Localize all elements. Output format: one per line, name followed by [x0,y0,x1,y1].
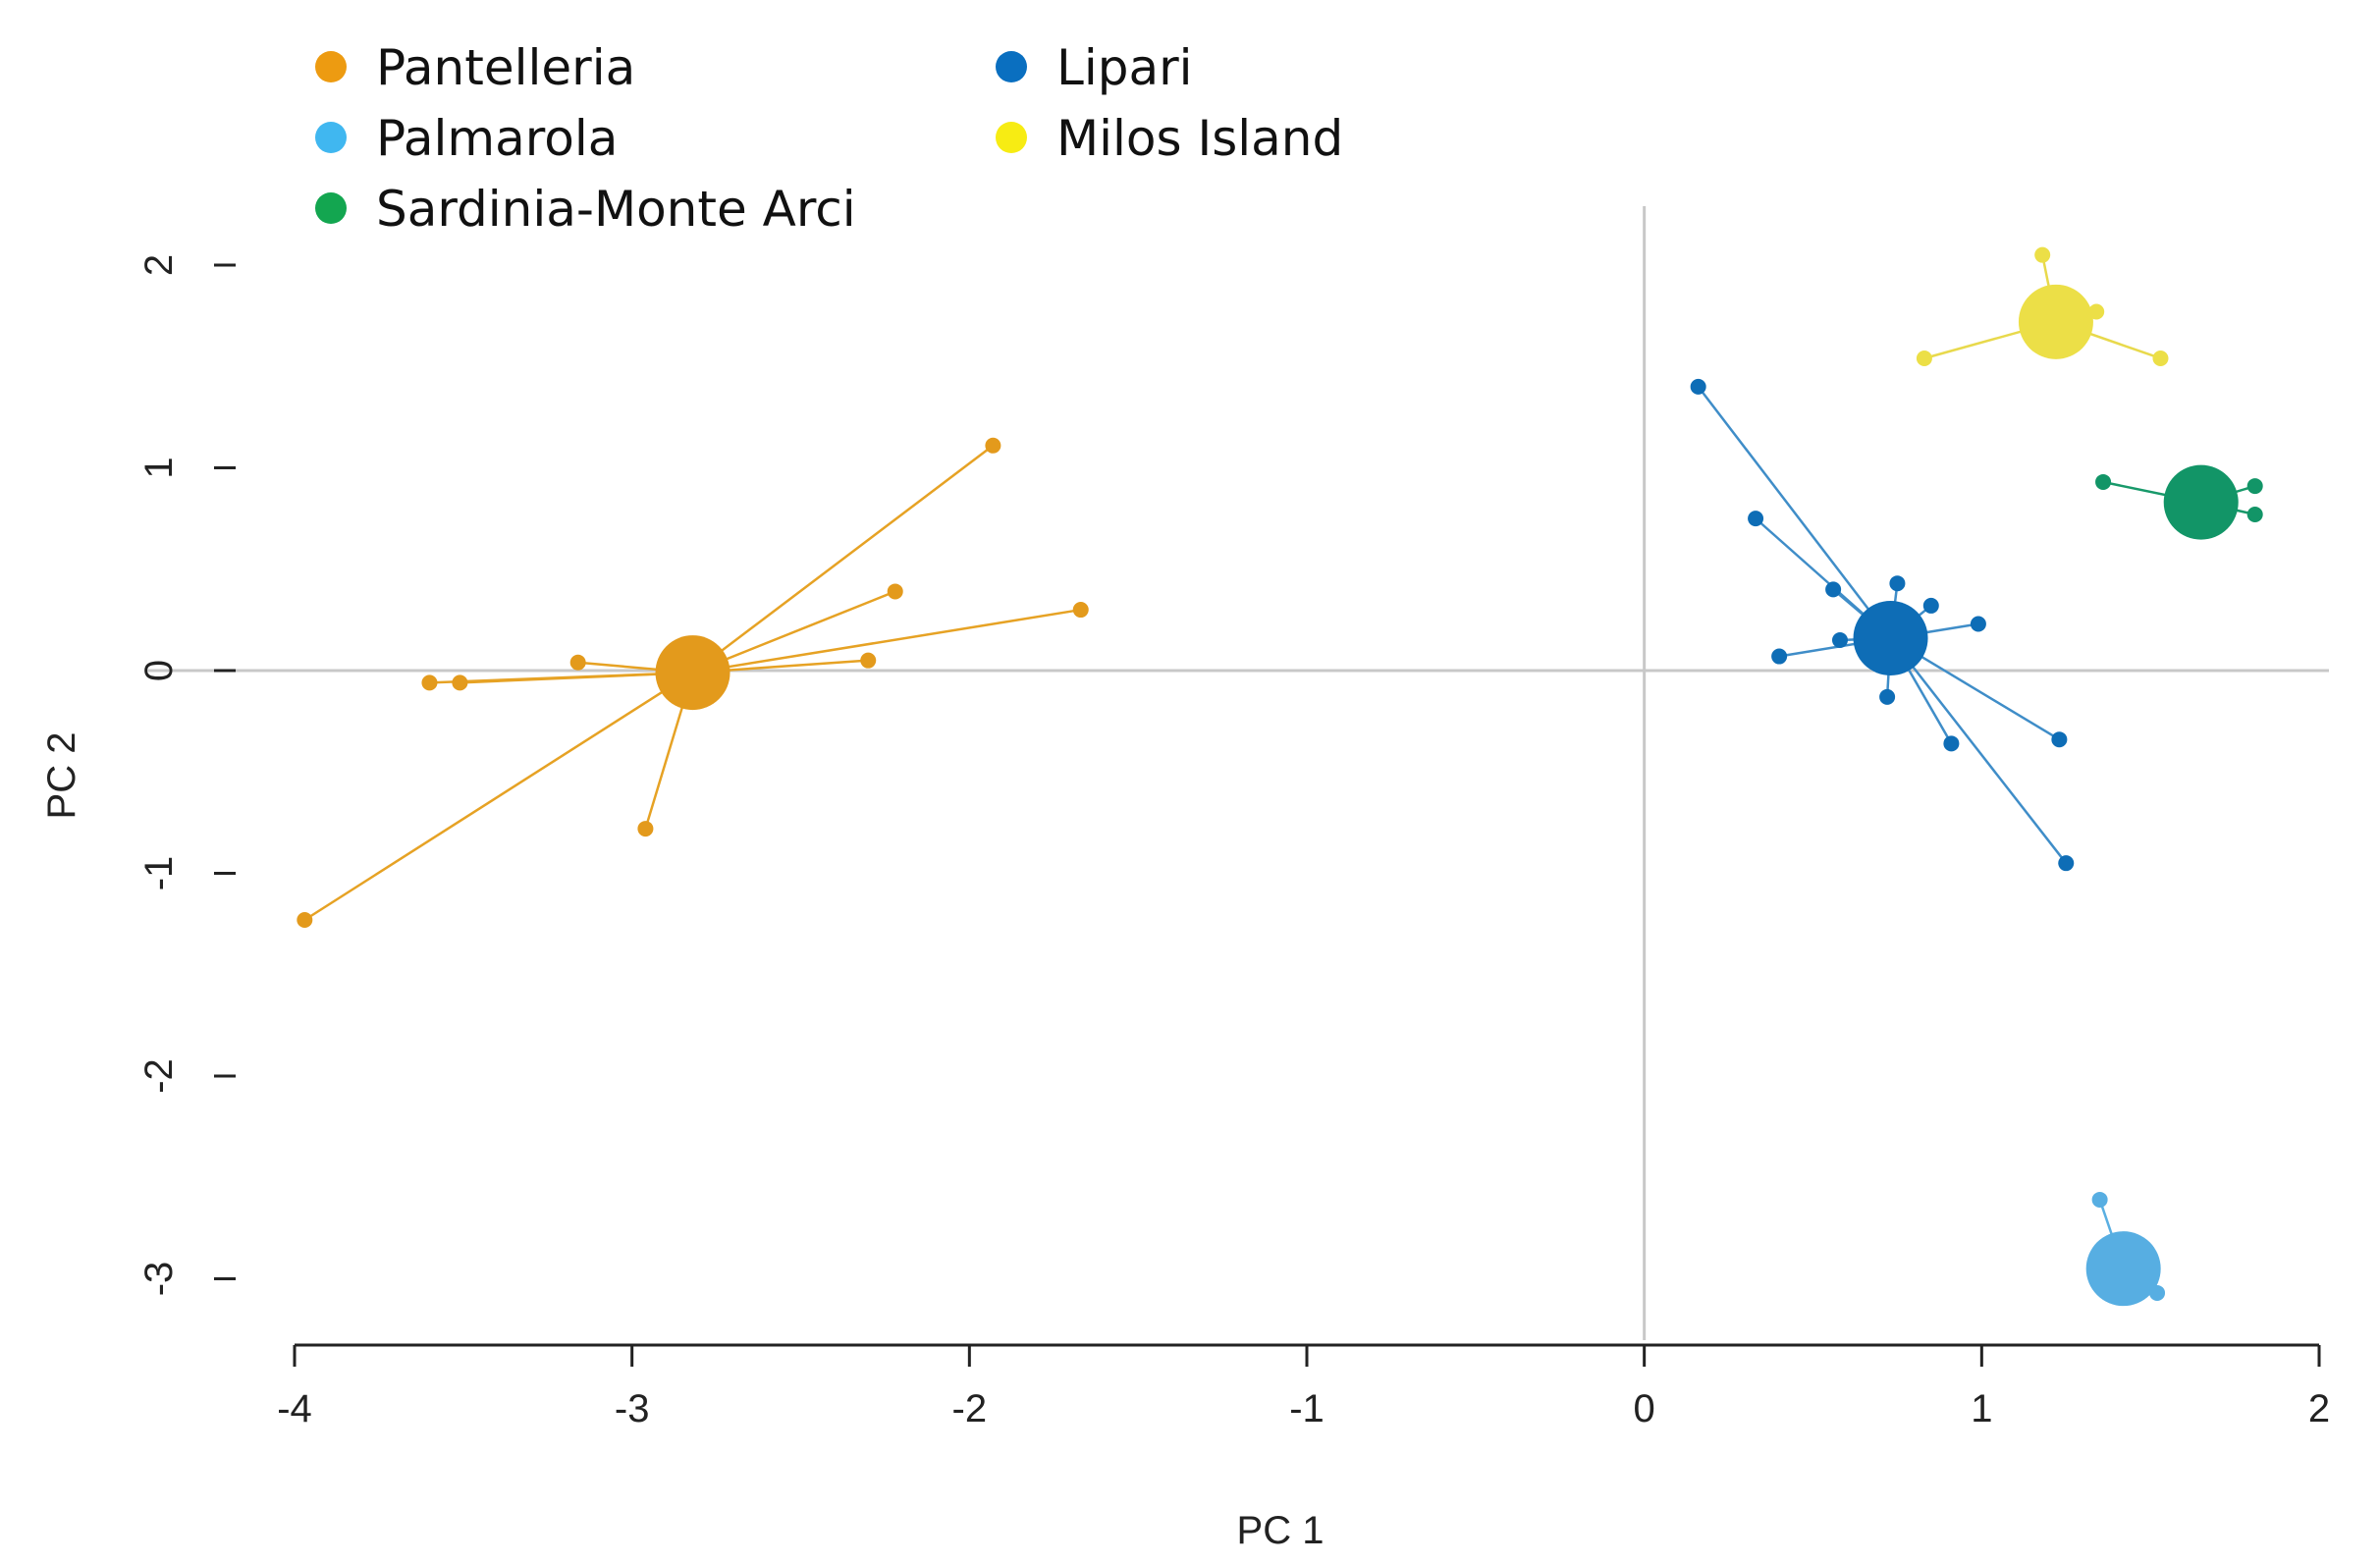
sample-point [2246,478,2263,495]
legend-label: Lipari [1056,39,1193,96]
sample-point [1072,602,1089,619]
x-tick-label: -2 [952,1387,988,1430]
legend-swatch [996,51,1027,82]
x-axis-title: PC 1 [1237,1509,1325,1552]
y-tick-label: -3 [137,1262,181,1297]
x-axis: -4 -3 -2 -1 0 1 2 [277,1343,2330,1430]
legend: Pantelleria Palmarola Sardinia-Monte Arci L… [315,39,1343,238]
spoke-line [1889,637,2068,864]
x-tick-label: 1 [1971,1387,1992,1430]
sample-point [1879,688,1896,705]
spoke-line [691,444,995,674]
centroid-point [2085,1231,2161,1307]
sample-point [1771,648,1788,665]
sample-point [1916,350,1932,366]
legend-item: Milos Island [996,110,1343,167]
sample-point [297,911,313,928]
legend-swatch [315,122,347,153]
sample-point [421,674,438,691]
series-sardinia-monte-arci [2095,464,2263,540]
sample-point [2051,731,2068,748]
spoke-line [303,672,694,922]
sample-point [1889,575,1906,592]
legend-swatch [315,51,347,82]
sample-point [2246,506,2263,522]
reference-lines [147,206,2329,1340]
y-tick-label: 1 [137,457,181,478]
y-axis: -3 -2 -1 0 1 2 [137,254,236,1296]
sample-point [452,674,468,691]
spoke-line [1697,386,1892,639]
sample-point [1943,735,1960,752]
legend-label: Palmarola [376,110,618,167]
sample-point [1922,597,1939,614]
sample-point [2058,855,2075,872]
sample-point [1825,581,1842,598]
legend-label: Milos Island [1056,110,1343,167]
y-tick-label: 2 [137,254,181,276]
x-tick-label: -4 [277,1387,312,1430]
sample-point [2152,350,2169,366]
spoke-line [692,608,1081,674]
sample-point [2095,473,2112,490]
centroid-point [655,635,730,711]
y-axis-title: PC 2 [40,732,83,820]
spoke-line [460,671,693,684]
legend-label: Sardinia-Monte Arci [376,181,856,238]
sample-point [637,821,654,837]
y-tick-label: 0 [137,660,181,681]
sample-point [860,652,877,669]
sample-point [887,583,903,600]
legend-item: Sardinia-Monte Arci [315,181,856,238]
centroid-point [1853,600,1928,675]
sample-point [1690,378,1706,395]
sample-point [1748,511,1764,527]
y-tick-label: -2 [137,1058,181,1094]
series-milos-island [1916,246,2169,366]
y-tick-label: -1 [137,856,181,891]
sample-point [2091,1191,2108,1208]
series-palmarola [2085,1191,2166,1307]
sample-point [985,437,1001,454]
legend-swatch [996,122,1027,153]
series-pantelleria [297,437,1089,928]
series-lipari [1690,378,2075,872]
sample-point [569,654,586,671]
centroid-point [2018,284,2093,359]
x-tick-label: -3 [615,1387,650,1430]
legend-item: Palmarola [315,110,618,167]
x-tick-label: 0 [1634,1387,1655,1430]
legend-item: Lipari [996,39,1193,96]
legend-item: Pantelleria [315,39,635,96]
sample-point [1831,632,1848,649]
series-layer [297,246,2263,1307]
legend-label: Pantelleria [376,39,635,96]
sample-point [2034,246,2051,263]
sample-point [1970,616,1986,632]
centroid-point [2163,464,2239,540]
x-tick-label: 2 [2308,1387,2330,1430]
legend-swatch [315,192,347,224]
x-tick-label: -1 [1289,1387,1325,1430]
